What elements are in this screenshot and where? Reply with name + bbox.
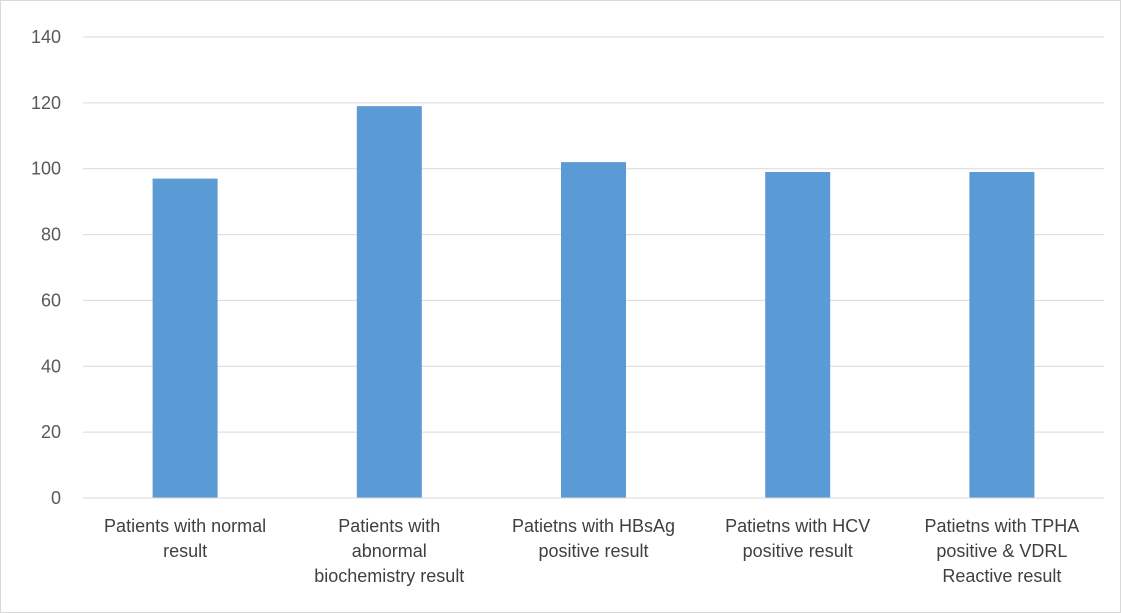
bar-3: [561, 162, 626, 498]
y-tick-label: 100: [31, 159, 61, 179]
x-category-label: Patients with abnormal biochemistry result: [314, 516, 464, 586]
x-category-label: Patietns with HBsAg positive result: [512, 516, 675, 561]
bars: [152, 106, 1035, 499]
x-category-label: Patietns with HCV positive result: [725, 516, 870, 561]
y-tick-label: 140: [31, 27, 61, 47]
x-category-label: Patietns with TPHA positive & VDRL Reactiv…: [925, 516, 1080, 586]
y-axis-ticks: 0 20 40 60 80 100 120 140: [31, 27, 61, 508]
bar-5: [969, 172, 1035, 498]
bar-4: [765, 172, 831, 498]
y-tick-label: 20: [41, 422, 61, 442]
y-tick-label: 0: [51, 488, 61, 508]
bar-1: [152, 178, 218, 499]
bar-2: [356, 106, 422, 499]
y-tick-label: 40: [41, 356, 61, 376]
x-axis-labels: Patients with normal result Patients with a…: [104, 516, 1079, 586]
y-tick-label: 80: [41, 225, 61, 245]
y-tick-label: 60: [41, 290, 61, 310]
x-category-label: Patients with normal result: [104, 516, 266, 561]
y-tick-label: 120: [31, 93, 61, 113]
